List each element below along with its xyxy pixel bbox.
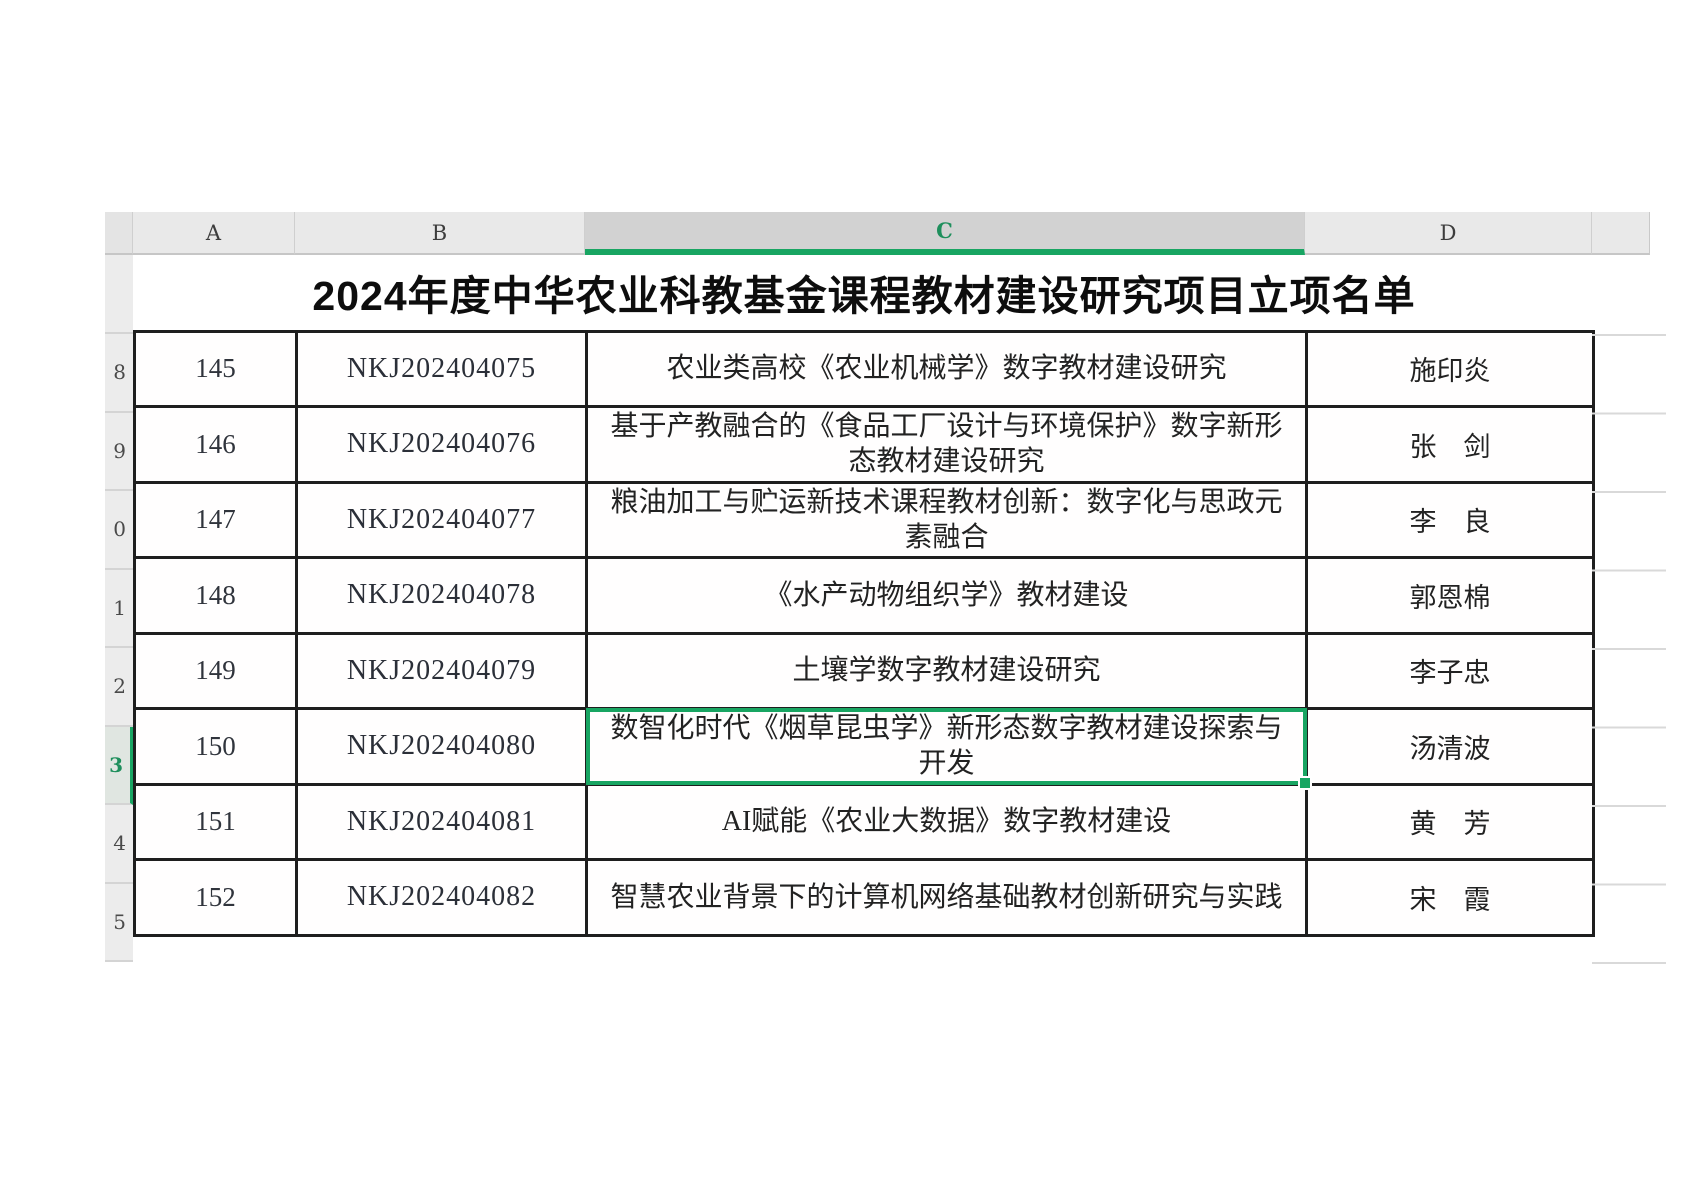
cell-code[interactable]: NKJ202404078: [295, 556, 588, 635]
cell-leader[interactable]: 李 良: [1304, 480, 1596, 559]
cell-text: 数智化时代《烟草昆虫学》新形态数字教材建设探索与开发: [610, 713, 1283, 780]
row-number: 4: [113, 831, 126, 856]
cell-leader[interactable]: 宋 霞: [1304, 858, 1596, 937]
column-header-c-selected[interactable]: C: [585, 212, 1305, 255]
cell-code[interactable]: NKJ202404077: [295, 480, 588, 559]
project-table: 2024年度中华农业科教基金课程教材建设研究项目立项名单 145 NKJ2024…: [133, 255, 1596, 937]
cell-leader[interactable]: 李子忠: [1304, 631, 1596, 710]
cell-project[interactable]: 土壤学数字教材建设研究: [585, 631, 1308, 710]
cell-code[interactable]: NKJ202404076: [295, 405, 588, 484]
cell-serial[interactable]: 150: [133, 707, 298, 786]
row-header[interactable]: 5: [105, 883, 133, 962]
fill-handle[interactable]: [1298, 775, 1312, 790]
cell-leader[interactable]: 黄 芳: [1304, 782, 1596, 861]
row-number: 2: [113, 674, 126, 699]
cell-leader[interactable]: 郭恩棉: [1304, 556, 1596, 635]
cell-serial[interactable]: 152: [133, 858, 298, 937]
row-header[interactable]: 8: [105, 334, 133, 413]
table-row: 148 NKJ202404078 《水产动物组织学》教材建设 郭恩棉: [133, 556, 1596, 635]
row-header[interactable]: 2: [105, 648, 133, 727]
table-row: 145 NKJ202404075 农业类高校《农业机械学》数字教材建设研究 施印…: [133, 329, 1596, 408]
table-row: 146 NKJ202404076 基于产教融合的《食品工厂设计与环境保护》数字新…: [133, 405, 1596, 484]
cell-leader[interactable]: 施印炎: [1304, 329, 1596, 408]
column-header-b[interactable]: B: [295, 212, 585, 255]
column-header-a[interactable]: A: [133, 212, 295, 255]
cell-serial[interactable]: 151: [133, 782, 298, 861]
table-row: 149 NKJ202404079 土壤学数字教材建设研究 李子忠: [133, 631, 1596, 710]
column-letter: C: [936, 218, 953, 243]
cell-project[interactable]: 农业类高校《农业机械学》数字教材建设研究: [585, 329, 1308, 408]
table-row: 151 NKJ202404081 AI赋能《农业大数据》数字教材建设 黄 芳: [133, 782, 1596, 861]
table-row-selected: 150 NKJ202404080 数智化时代《烟草昆虫学》新形态数字教材建设探索…: [133, 707, 1596, 790]
row-number: 8: [113, 360, 126, 385]
table-row: 147 NKJ202404077 粮油加工与贮运新技术课程教材创新：数字化与思政…: [133, 480, 1596, 559]
row-number: 0: [113, 517, 126, 542]
row-header-strip: 8 9 0 1 2 3 4 5: [105, 255, 133, 962]
column-letter: B: [431, 220, 448, 245]
table-row: 152 NKJ202404082 智慧农业背景下的计算机网络基础教材创新研究与实…: [133, 858, 1596, 937]
row-number: 5: [113, 909, 126, 934]
column-header-e-sliver[interactable]: [1592, 212, 1650, 255]
cell-project[interactable]: 智慧农业背景下的计算机网络基础教材创新研究与实践: [585, 858, 1308, 937]
cell-project[interactable]: 基于产教融合的《食品工厂设计与环境保护》数字新形态教材建设研究: [585, 405, 1308, 484]
row-number: 1: [113, 595, 126, 620]
row-number: 3: [109, 752, 123, 777]
cell-code[interactable]: NKJ202404081: [295, 782, 588, 861]
table-title-cell[interactable]: 2024年度中华农业科教基金课程教材建设研究项目立项名单: [134, 255, 1594, 333]
empty-column-gridlines: [1592, 334, 1666, 965]
cell-leader[interactable]: 张 剑: [1304, 405, 1596, 484]
cell-code[interactable]: NKJ202404080: [295, 707, 588, 786]
cell-code[interactable]: NKJ202404075: [295, 329, 588, 408]
title-row: 2024年度中华农业科教基金课程教材建设研究项目立项名单: [134, 255, 1594, 333]
cell-serial[interactable]: 149: [133, 631, 298, 710]
cell-leader[interactable]: 汤清波: [1304, 707, 1596, 786]
row-header-title-row[interactable]: [105, 255, 133, 334]
cell-serial[interactable]: 148: [133, 556, 298, 635]
column-letter: D: [1439, 220, 1457, 245]
cell-project[interactable]: 粮油加工与贮运新技术课程教材创新：数字化与思政元素融合: [585, 480, 1308, 559]
column-header-d[interactable]: D: [1305, 212, 1592, 255]
row-header[interactable]: 4: [105, 805, 133, 884]
cell-code[interactable]: NKJ202404079: [295, 631, 588, 710]
cell-serial[interactable]: 146: [133, 405, 298, 484]
row-header[interactable]: 0: [105, 491, 133, 570]
cell-code[interactable]: NKJ202404082: [295, 858, 588, 937]
row-header[interactable]: 1: [105, 569, 133, 648]
row-number: 9: [113, 438, 126, 463]
cell-project-selected[interactable]: 数智化时代《烟草昆虫学》新形态数字教材建设探索与开发: [585, 707, 1312, 790]
cell-project[interactable]: 《水产动物组织学》教材建设: [585, 556, 1308, 635]
row-header[interactable]: 9: [105, 412, 133, 491]
select-all-corner[interactable]: [105, 212, 133, 255]
row-header-selected[interactable]: 3: [105, 726, 133, 805]
cell-serial[interactable]: 145: [133, 329, 298, 408]
cell-project[interactable]: AI赋能《农业大数据》数字教材建设: [585, 782, 1308, 861]
column-header-strip: A B C D: [105, 212, 1650, 255]
column-letter: A: [205, 220, 222, 245]
cell-serial[interactable]: 147: [133, 480, 298, 559]
